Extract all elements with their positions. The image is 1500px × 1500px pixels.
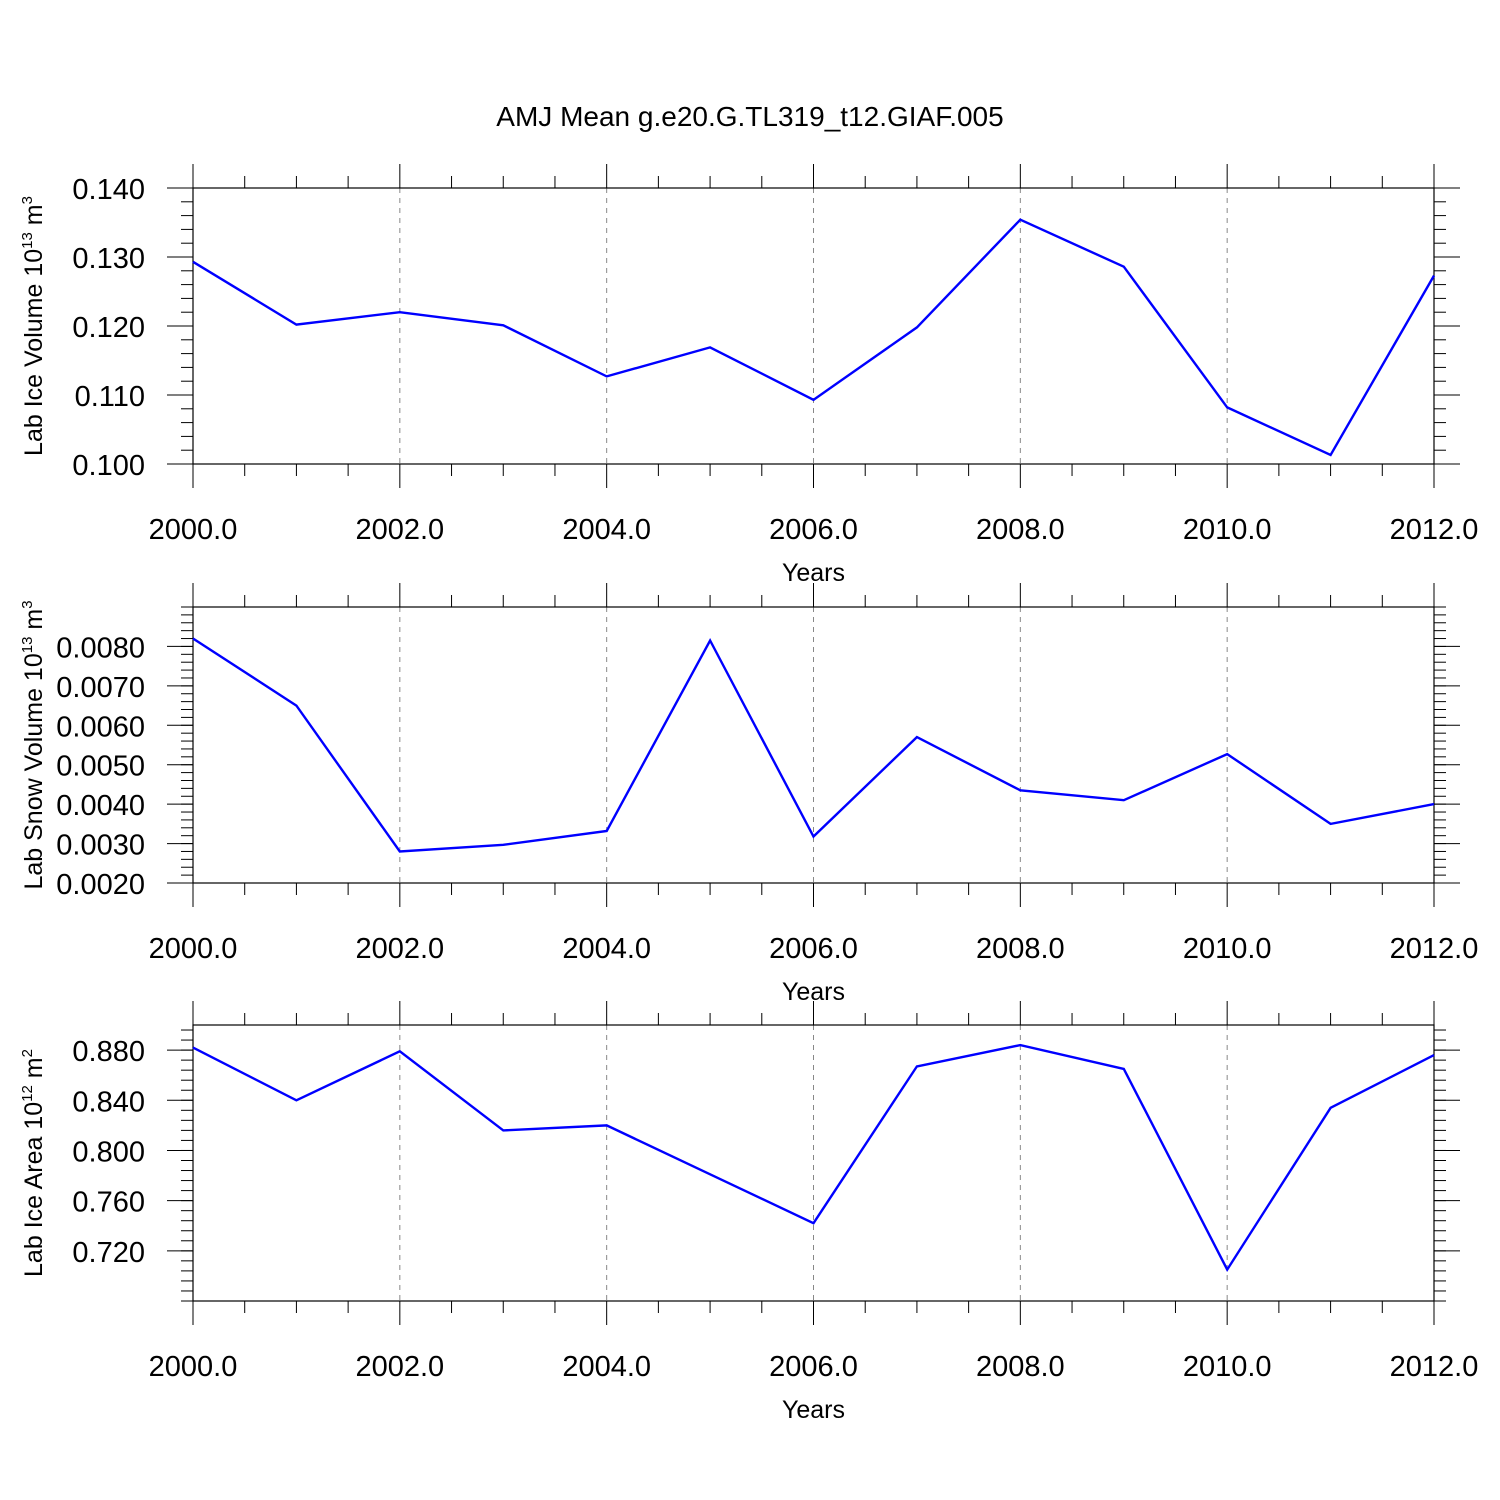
y-tick-label: 0.720 <box>72 1237 145 1269</box>
y-tick-label: 0.0060 <box>56 711 145 743</box>
y-tick-label: 0.120 <box>72 312 145 344</box>
x-tick-label: 2012.0 <box>1390 1351 1479 1383</box>
y-tick-label: 0.130 <box>72 243 145 275</box>
chart-panel-1: 0.100 0.110 0.120 0.130 0.140 2000.0 2002.0 200… <box>19 164 1478 587</box>
x-tick-label: 2004.0 <box>562 933 651 965</box>
series-line <box>192 637 1435 853</box>
x-tick-label: 2002.0 <box>355 514 444 546</box>
x-tick-label: 2006.0 <box>769 514 858 546</box>
x-tick-label: 2000.0 <box>149 933 238 965</box>
x-tick-label: 2010.0 <box>1183 1351 1272 1383</box>
y-tick-label: 0.0050 <box>56 751 145 783</box>
x-tick-label: 2008.0 <box>976 1351 1065 1383</box>
x-tick-label: 2010.0 <box>1183 933 1272 965</box>
x-tick-label: 2000.0 <box>149 514 238 546</box>
x-axis-title: Years <box>782 1396 845 1424</box>
y-tick-label: 0.140 <box>72 174 145 206</box>
y-axis-title: Lab Snow Volume 1013 m3 <box>19 600 48 889</box>
y-tick-label: 0.880 <box>72 1036 145 1068</box>
y-tick-label: 0.0030 <box>56 830 145 862</box>
y-tick-label: 0.840 <box>72 1086 145 1118</box>
x-axis-title: Years <box>782 559 845 587</box>
chart-panel-2: 0.0020 0.0030 0.0040 0.0050 0.0060 0.0070 0.00… <box>19 583 1478 1006</box>
x-tick-label: 2004.0 <box>562 514 651 546</box>
x-tick-label: 2004.0 <box>562 1351 651 1383</box>
x-tick-label: 2006.0 <box>769 1351 858 1383</box>
chart-panel-3: 0.720 0.760 0.800 0.840 0.880 2000.0 2002.0 200… <box>19 1001 1478 1424</box>
x-tick-label: 2012.0 <box>1390 933 1479 965</box>
x-tick-label: 2002.0 <box>355 1351 444 1383</box>
x-tick-label: 2006.0 <box>769 933 858 965</box>
y-tick-label: 0.800 <box>72 1136 145 1168</box>
y-tick-label: 0.110 <box>75 381 145 413</box>
x-tick-label: 2002.0 <box>355 933 444 965</box>
y-tick-label: 0.760 <box>72 1187 145 1219</box>
y-axis-title: Lab Ice Volume 1013 m3 <box>19 196 48 456</box>
y-tick-label: 0.100 <box>72 450 145 482</box>
series-line <box>192 218 1436 457</box>
chart-title: AMJ Mean g.e20.G.TL319_t12.GIAF.005 <box>496 101 1003 132</box>
y-axis-title: Lab Ice Area 1012 m2 <box>19 1049 48 1277</box>
x-tick-label: 2010.0 <box>1183 514 1272 546</box>
x-tick-label: 2000.0 <box>149 1351 238 1383</box>
series-line <box>192 1043 1435 1273</box>
y-tick-label: 0.0080 <box>56 632 145 664</box>
x-tick-label: 2008.0 <box>976 933 1065 965</box>
x-tick-label: 2008.0 <box>976 514 1065 546</box>
x-tick-label: 2012.0 <box>1390 514 1479 546</box>
y-tick-label: 0.0020 <box>56 869 145 901</box>
y-tick-label: 0.0070 <box>56 672 145 704</box>
y-tick-label: 0.0040 <box>56 790 145 822</box>
